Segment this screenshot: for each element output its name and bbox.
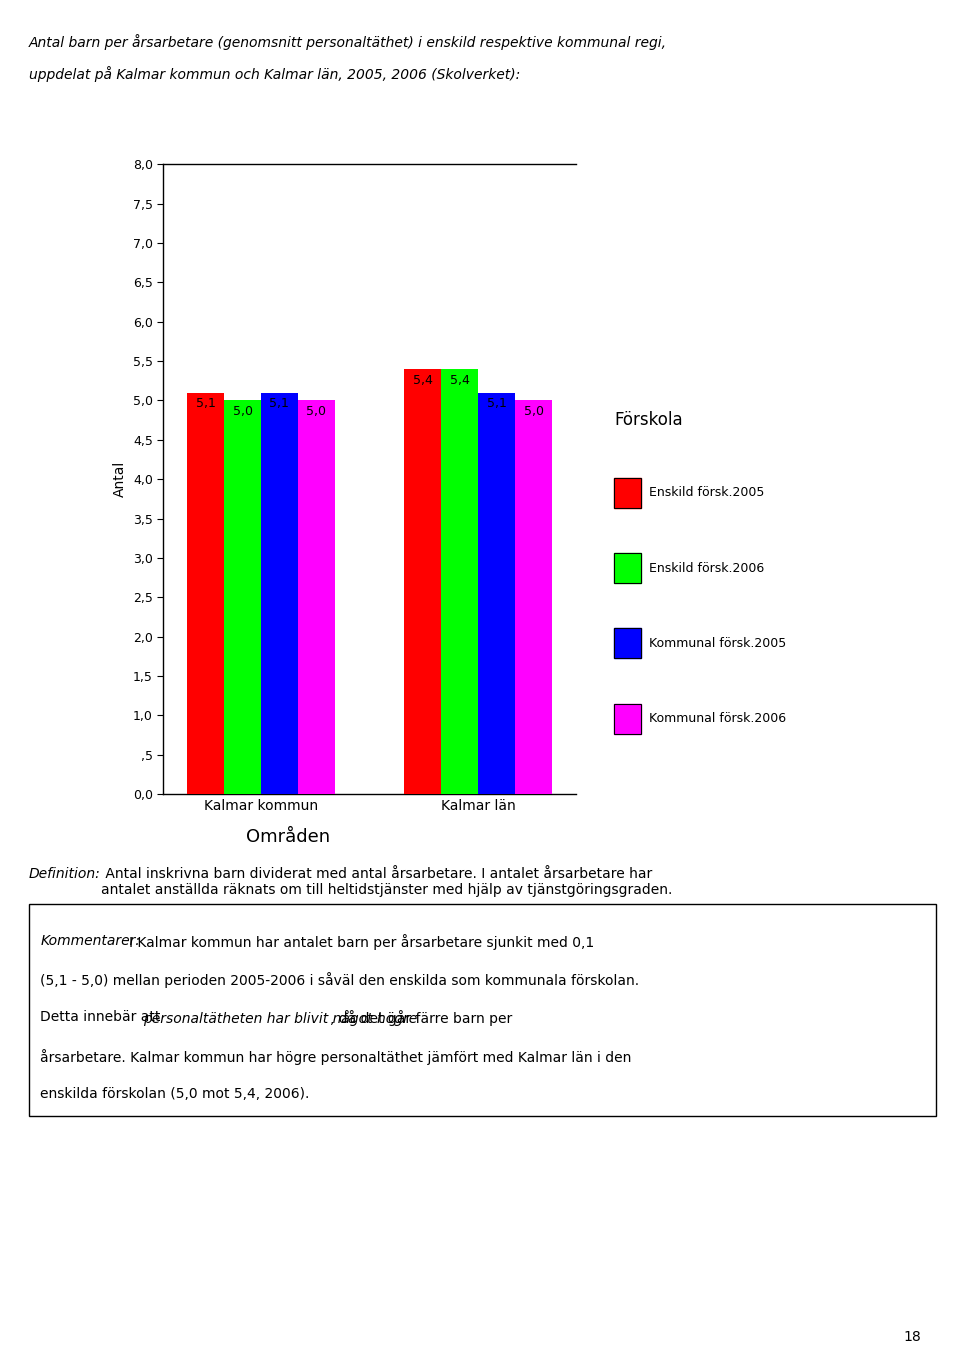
Text: Definition:: Definition: xyxy=(29,867,101,880)
Text: 5,0: 5,0 xyxy=(523,405,543,418)
Text: 18: 18 xyxy=(904,1331,922,1344)
Text: 5,1: 5,1 xyxy=(196,397,215,411)
Bar xyxy=(261,393,298,794)
Text: Kommentarer:: Kommentarer: xyxy=(40,934,140,947)
Bar xyxy=(516,400,552,794)
Text: Kommunal försk.2005: Kommunal försk.2005 xyxy=(649,637,786,650)
Text: 5,0: 5,0 xyxy=(232,405,252,418)
Text: Kommunal försk.2006: Kommunal försk.2006 xyxy=(649,712,786,726)
Text: årsarbetare. Kalmar kommun har högre personaltäthet jämfört med Kalmar län i den: årsarbetare. Kalmar kommun har högre per… xyxy=(40,1049,632,1065)
Text: 5,0: 5,0 xyxy=(306,405,326,418)
Bar xyxy=(404,368,442,794)
Bar xyxy=(478,393,516,794)
Text: I Kalmar kommun har antalet barn per årsarbetare sjunkit med 0,1: I Kalmar kommun har antalet barn per års… xyxy=(129,934,594,950)
Text: , då det går färre barn per: , då det går färre barn per xyxy=(330,1010,513,1027)
Text: personaltätheten har blivit något högre: personaltätheten har blivit något högre xyxy=(143,1010,418,1027)
Text: Enskild försk.2006: Enskild försk.2006 xyxy=(649,561,764,575)
Text: Förskola: Förskola xyxy=(614,411,683,428)
Text: 5,1: 5,1 xyxy=(487,397,507,411)
Text: (5,1 - 5,0) mellan perioden 2005-2006 i såväl den enskilda som kommunala förskol: (5,1 - 5,0) mellan perioden 2005-2006 i … xyxy=(40,972,639,988)
Bar xyxy=(187,393,224,794)
Bar xyxy=(224,400,261,794)
Y-axis label: Antal: Antal xyxy=(113,461,128,497)
Text: enskilda förskolan (5,0 mot 5,4, 2006).: enskilda förskolan (5,0 mot 5,4, 2006). xyxy=(40,1087,310,1101)
Text: Enskild försk.2005: Enskild försk.2005 xyxy=(649,486,764,500)
Text: Antal inskrivna barn dividerat med antal årsarbetare. I antalet årsarbetare har
: Antal inskrivna barn dividerat med antal… xyxy=(101,867,672,897)
Bar xyxy=(298,400,335,794)
Text: uppdelat på Kalmar kommun och Kalmar län, 2005, 2006 (Skolverket):: uppdelat på Kalmar kommun och Kalmar län… xyxy=(29,66,520,82)
Text: Områden: Områden xyxy=(246,828,330,846)
Text: 5,1: 5,1 xyxy=(270,397,289,411)
Text: 5,4: 5,4 xyxy=(413,374,433,386)
Bar xyxy=(442,368,478,794)
Text: 5,4: 5,4 xyxy=(450,374,469,386)
Text: Detta innebär att: Detta innebär att xyxy=(40,1010,165,1024)
Text: Antal barn per årsarbetare (genomsnitt personaltäthet) i enskild respektive komm: Antal barn per årsarbetare (genomsnitt p… xyxy=(29,34,667,51)
